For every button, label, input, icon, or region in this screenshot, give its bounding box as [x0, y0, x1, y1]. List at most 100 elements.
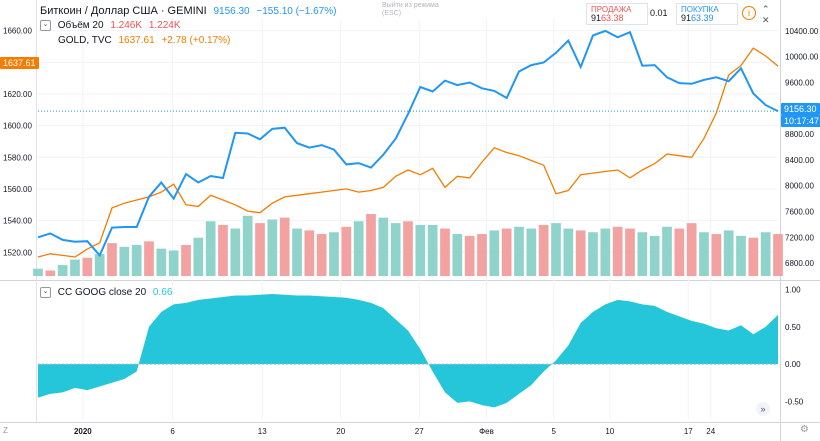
time-axis-tick: 10 [605, 427, 614, 436]
volume-bar [415, 224, 426, 276]
volume-bar [131, 245, 142, 276]
sell-price-prefix: 91 [591, 13, 602, 23]
right-axis-tick: 8000.00 [785, 182, 814, 191]
volume-legend[interactable]: ⌄ Объём 20 1.246K 1.224K [40, 20, 185, 31]
double-chevron-right-icon[interactable]: » [756, 402, 770, 416]
right-axis-tick: 8800.00 [785, 130, 814, 139]
volume-bar [193, 237, 204, 276]
right-axis-tick: 9600.00 [785, 79, 814, 88]
oscillator-axis-tick: 0.50 [785, 323, 801, 332]
volume-bar [526, 228, 537, 276]
volume-bar [107, 243, 117, 276]
volume-bar [242, 215, 253, 276]
time-axis-tick: 5 [552, 427, 557, 436]
oscillator-legend[interactable]: ⌄ CC GOOG close 20 0.66 [40, 287, 176, 298]
btc-price-tag: 9156.30 [781, 103, 820, 115]
volume-bar [489, 230, 500, 276]
info-icon[interactable]: i [742, 6, 756, 20]
volume-bar [575, 230, 586, 276]
volume-bar [551, 223, 561, 276]
volume-value-2: 1.224K [148, 20, 181, 32]
gold-name[interactable]: GOLD, TVC [58, 35, 112, 46]
buy-label: ПОКУПКА [681, 5, 719, 14]
volume-bar [304, 230, 315, 276]
price-change: −155.10 (−1.67%) [256, 6, 337, 17]
right-axis-tick: 10400.00 [785, 27, 819, 36]
volume-bar [427, 224, 438, 276]
buy-price: 9163.39 [677, 14, 737, 23]
right-axis-tick: 7200.00 [785, 233, 814, 242]
symbol-name[interactable]: Биткоин / Доллар США · GEMINI [40, 5, 207, 17]
spread-value: 0.01 [650, 8, 668, 18]
volume-bar [464, 235, 475, 276]
oscillator-name[interactable]: CC GOOG close 20 [57, 287, 147, 299]
time-axis-tick: 2020 [74, 427, 92, 436]
volume-bar [477, 234, 487, 276]
gold-legend[interactable]: GOLD, TVC 1637.61 +2.78 (+0.17%) [58, 35, 234, 46]
exit-mode-text: Выйти из режима [382, 2, 439, 9]
time-axis-tick: 13 [258, 427, 267, 436]
volume-bar [625, 228, 635, 276]
volume-bar [255, 223, 265, 276]
time-axis-tick: 20 [336, 427, 345, 436]
right-axis-tick: 8400.00 [785, 156, 814, 165]
gold-change: +2.78 (+0.17%) [161, 35, 231, 46]
volume-bar [119, 246, 130, 276]
sell-button[interactable]: ПРОДАЖА 9163.38 [586, 3, 648, 25]
volume-bar [637, 232, 648, 276]
time-axis-tick: 24 [706, 427, 715, 436]
volume-bar [649, 235, 660, 276]
volume-bar [70, 259, 80, 276]
close-icon[interactable]: ✕ [762, 15, 770, 25]
sell-price: 9163.38 [587, 14, 647, 23]
volume-bar [267, 219, 278, 276]
volume-name[interactable]: Объём 20 [57, 20, 104, 32]
volume-bar [33, 268, 43, 276]
volume-bar [353, 221, 364, 276]
oscillator-axis-tick: 1.00 [785, 285, 801, 294]
volume-bar [600, 228, 611, 276]
volume-bar [612, 226, 623, 276]
left-axis-tick: 1600.00 [3, 122, 32, 131]
oscillator-value: 0.66 [152, 287, 173, 299]
volume-bar [501, 228, 512, 276]
right-axis-tick: 7600.00 [785, 208, 814, 217]
volume-bar [218, 224, 228, 276]
buy-price-prefix: 91 [681, 13, 692, 23]
maximize-icon[interactable]: ⌃ [762, 4, 770, 14]
oscillator-axis-tick: -0.50 [785, 397, 804, 406]
buy-button[interactable]: ПОКУПКА 9163.39 [676, 3, 738, 25]
main-legend[interactable]: Биткоин / Доллар США · GEMINI 9156.30 −1… [40, 5, 340, 17]
oscillator-axis-tick: 0.00 [785, 360, 801, 369]
volume-bar [440, 228, 450, 276]
volume-bar [316, 234, 327, 276]
left-axis-tick: 1540.00 [3, 217, 32, 226]
volume-bar [403, 221, 413, 276]
volume-bar [341, 226, 352, 276]
collapse-icon[interactable]: ⌄ [40, 20, 51, 31]
volume-bar [94, 254, 105, 276]
volume-bar [773, 234, 783, 276]
volume-bar [699, 232, 709, 276]
zoom-corner-label[interactable]: Z [3, 426, 8, 435]
right-axis-tick: 6800.00 [785, 259, 814, 268]
volume-bar [292, 228, 302, 276]
left-axis-tick: 1660.00 [3, 27, 32, 36]
collapse-icon[interactable]: ⌄ [40, 287, 51, 298]
exit-mode-hint[interactable]: Выйти из режима (ESC) [382, 2, 439, 18]
volume-bar [514, 226, 524, 276]
settings-icon[interactable]: ⚙ [800, 424, 809, 435]
volume-bar [723, 230, 734, 276]
volume-bar [736, 235, 746, 276]
left-axis-tick: 1520.00 [3, 248, 32, 257]
volume-bar [662, 226, 672, 276]
volume-bar [230, 228, 241, 276]
volume-bar [45, 270, 56, 276]
volume-bar [674, 228, 685, 276]
volume-bar [205, 221, 216, 276]
volume-bar [748, 237, 759, 276]
volume-bar [279, 217, 290, 276]
volume-bar [538, 224, 549, 276]
